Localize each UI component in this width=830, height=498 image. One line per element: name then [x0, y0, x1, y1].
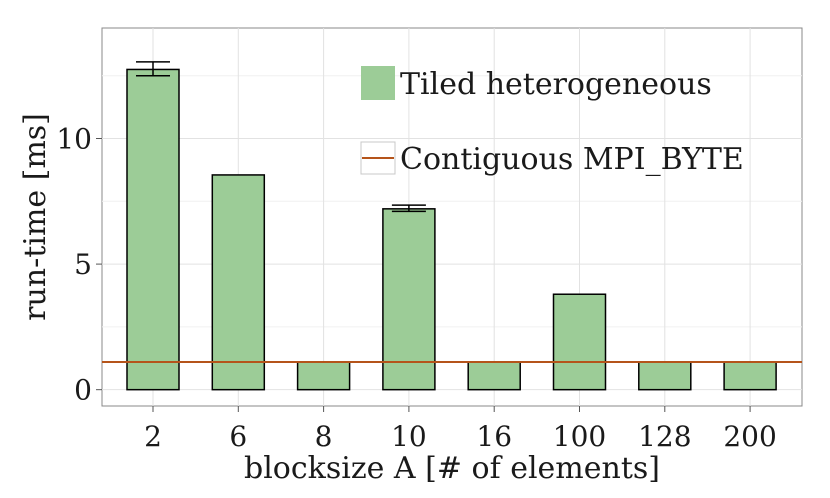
bar-8 [296, 361, 351, 391]
bars [126, 68, 777, 391]
x-tick-label: 200 [723, 420, 776, 453]
y-tick-label: 10 [56, 123, 92, 156]
y-tick-label: 0 [74, 374, 92, 407]
bar-128 [638, 361, 692, 391]
x-tick-label: 2 [144, 420, 162, 453]
bar-100 [552, 293, 607, 391]
x-axis-ticks: 2 6 8 10 16 100 128 200 [144, 406, 777, 453]
y-axis-ticks: 0 5 10 [56, 123, 102, 407]
x-tick-label: 16 [476, 420, 512, 453]
legend-swatch-bar [361, 66, 395, 100]
bar-2 [126, 68, 180, 391]
error-bars [136, 61, 426, 213]
x-axis-title: blocksize A [# of elements] [244, 451, 660, 486]
x-tick-label: 6 [229, 420, 247, 453]
legend: Tiled heterogeneous Contiguous MPI_BYTE [360, 66, 744, 177]
x-tick-label: 128 [638, 420, 691, 453]
x-tick-label: 10 [391, 420, 427, 453]
bar-16 [467, 361, 521, 391]
x-tick-label: 100 [553, 420, 606, 453]
bar-200 [723, 361, 777, 391]
legend-label-contiguous: Contiguous MPI_BYTE [400, 142, 744, 177]
y-tick-label: 5 [74, 248, 92, 281]
bar-10 [382, 208, 436, 391]
bar-6 [211, 174, 266, 391]
y-axis-title: run-time [ms] [18, 113, 53, 321]
legend-label-tiled: Tiled heterogeneous [400, 67, 712, 102]
x-tick-label: 8 [315, 420, 333, 453]
